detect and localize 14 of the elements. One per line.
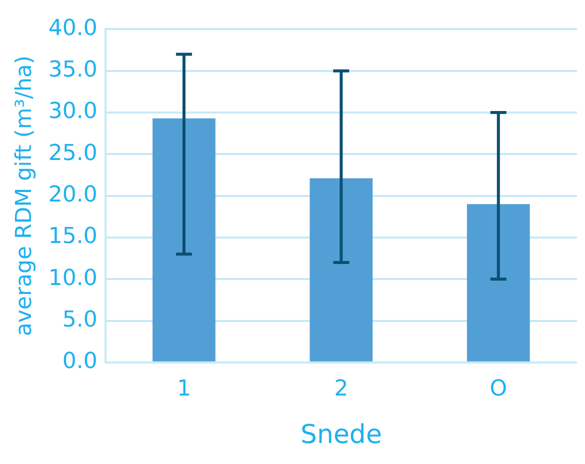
y-tick-label: 35.0 [48, 58, 98, 83]
y-tick-label: 25.0 [48, 140, 98, 166]
y-tick-label: 40.0 [48, 16, 98, 41]
y-axis-title: average RDM gift (m³/ha) [12, 56, 37, 336]
x-tick-label: 2 [334, 376, 348, 402]
y-tick-label: 30.0 [48, 99, 98, 124]
y-tick-label: 0.0 [62, 349, 98, 374]
y-tick-label: 20.0 [48, 182, 98, 208]
x-axis-title: Snede [300, 420, 382, 450]
x-tick-label: 1 [176, 376, 191, 402]
y-tick-label: 5.0 [62, 307, 98, 332]
y-tick-label: 15.0 [48, 224, 98, 250]
y-tick-label: 10.0 [48, 266, 98, 291]
x-tick-label: O [490, 376, 508, 402]
